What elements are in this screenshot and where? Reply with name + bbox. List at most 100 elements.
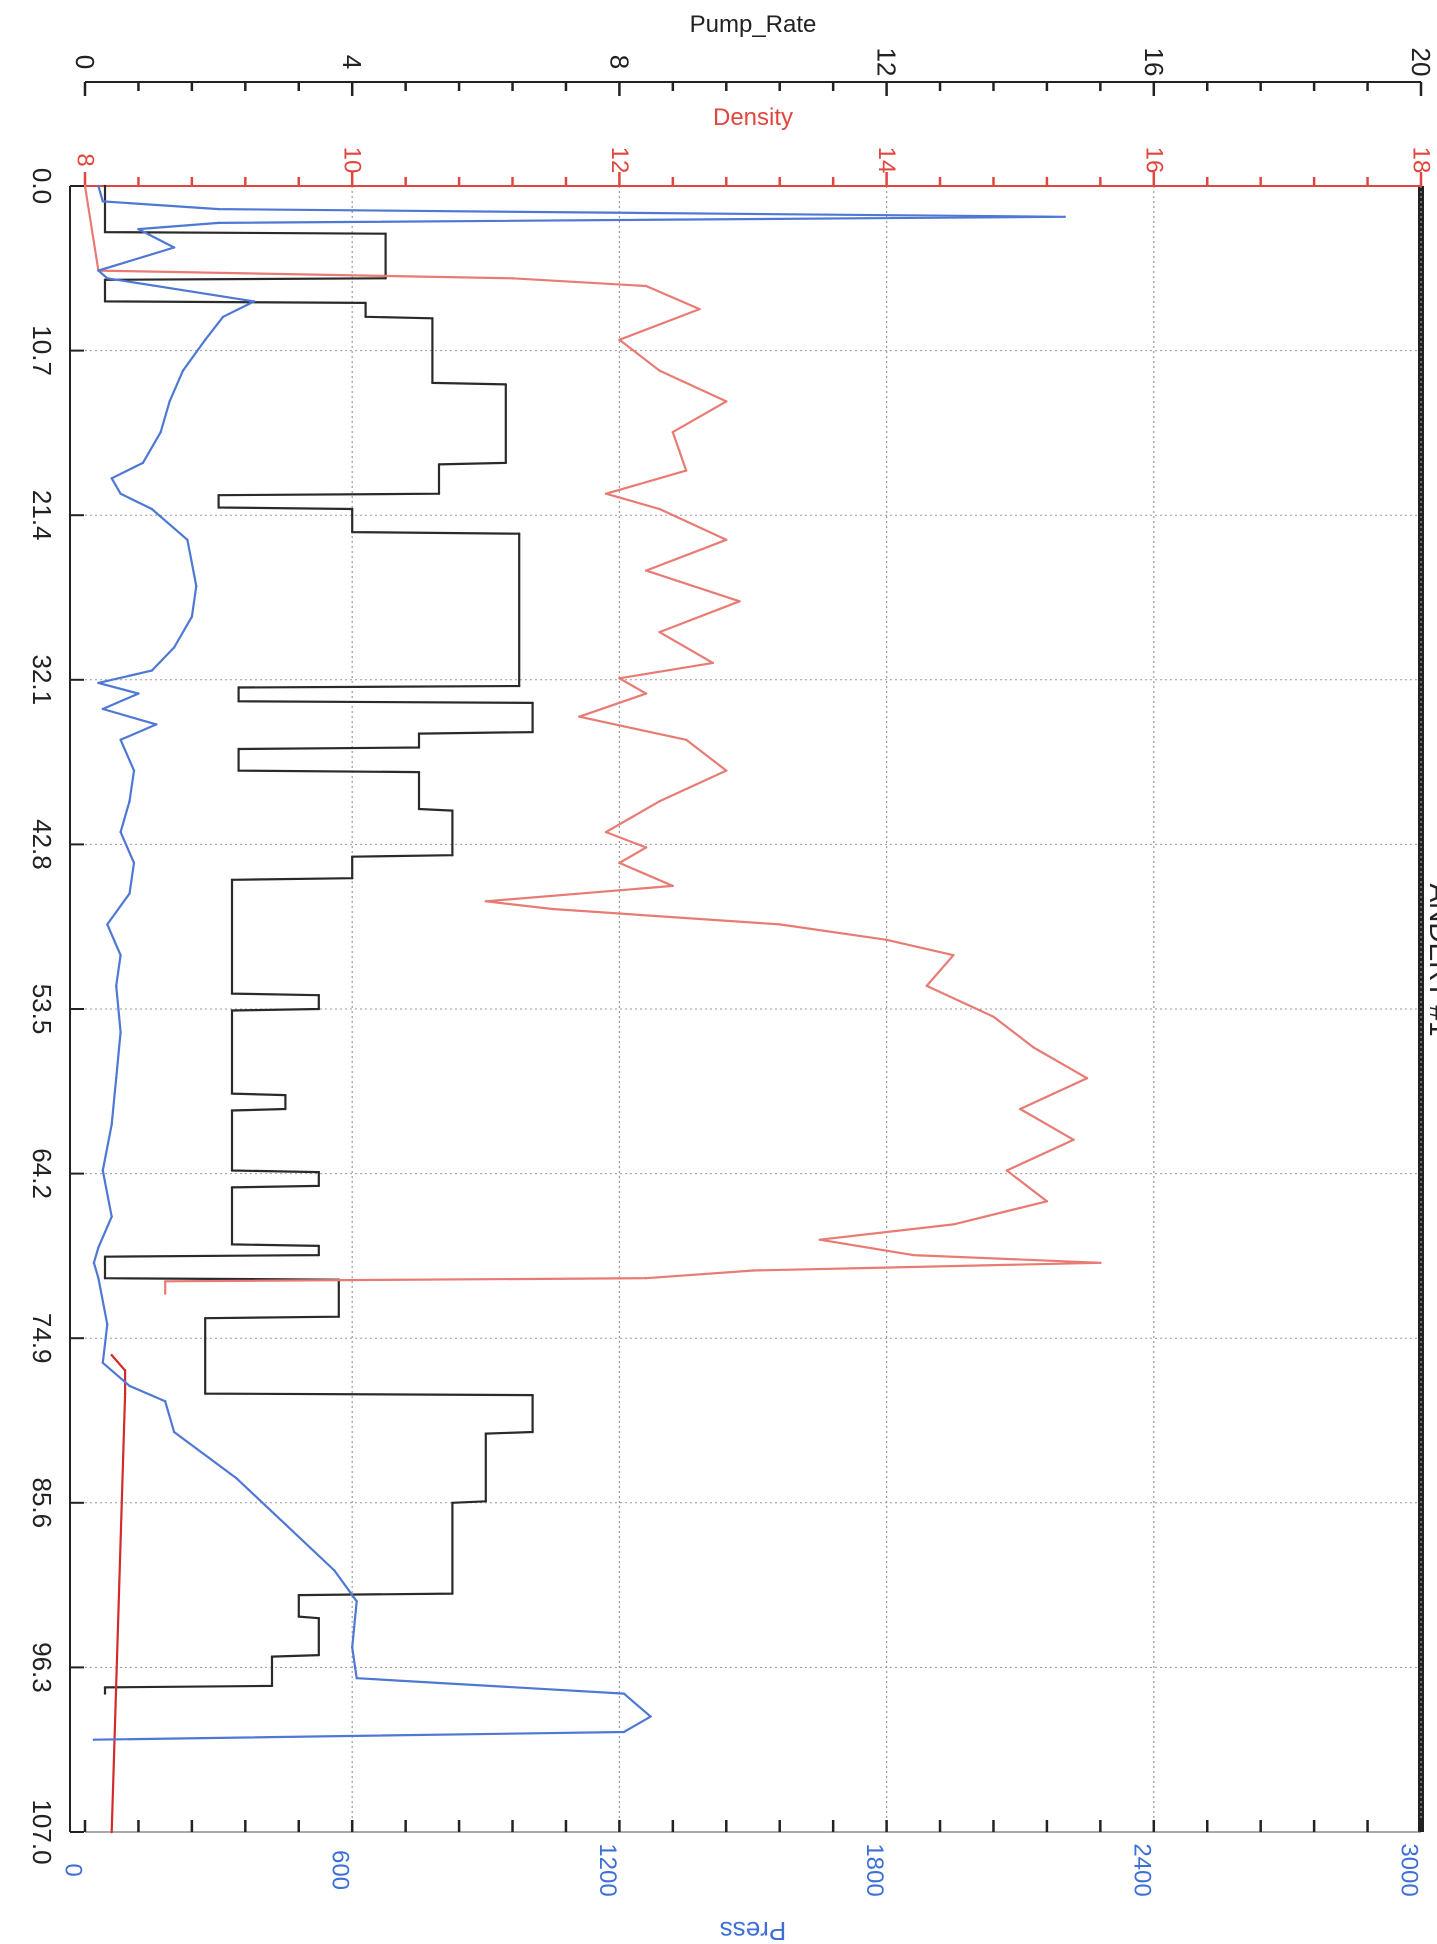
data-point-density (618, 677, 621, 680)
press-tick-label: 1200 (594, 1843, 621, 1896)
data-point-press (132, 769, 136, 772)
data-point-pump (437, 492, 441, 495)
data-point-press (119, 738, 122, 741)
data-point-density (952, 954, 955, 957)
data-point-pump (270, 1684, 274, 1688)
density-tick-label: 12 (606, 147, 633, 174)
data-point-pump (230, 1109, 234, 1112)
press-tick-label: 0 (60, 1863, 87, 1876)
data-point-pump (437, 463, 441, 466)
data-point-press (649, 1715, 652, 1718)
data-point-density (1005, 1169, 1008, 1172)
time-tick-label: 96.3 (27, 1642, 57, 1693)
data-point-density (685, 738, 688, 741)
press-axis: 0 600 1200 1800 2400 3000 Press (60, 1820, 1423, 1944)
data-point-density (885, 938, 888, 941)
data-point-pump (237, 769, 240, 772)
data-point-pump (451, 1592, 454, 1595)
data-point-press (221, 315, 225, 318)
data-point-pump (230, 1186, 234, 1189)
data-point-pump (103, 230, 107, 234)
data-point-pump (531, 1393, 534, 1397)
density-axis: 8 10 12 14 16 18 Density (72, 104, 1435, 187)
data-point-press (150, 669, 153, 672)
data-point-press (204, 338, 207, 341)
data-point-density (511, 277, 514, 280)
data-point-press (101, 200, 105, 203)
data-point-pump (531, 730, 534, 734)
data-point-density (725, 400, 728, 403)
data-point-pump (451, 1501, 454, 1505)
data-point-press (101, 1169, 105, 1172)
data-point-pump (317, 1170, 320, 1174)
data-point-density (738, 600, 741, 603)
data-point-pump (317, 1184, 320, 1188)
series-line-density-2 (110, 1354, 127, 1833)
data-point-density (110, 1830, 113, 1834)
data-point-press (333, 1569, 336, 1572)
data-point-press (110, 1123, 113, 1126)
data-point-press (164, 1400, 167, 1403)
data-point-pump (284, 1093, 287, 1097)
data-point-density (952, 1223, 955, 1226)
data-point-density (164, 1292, 167, 1295)
data-point-density (698, 307, 701, 311)
data-point-pump (351, 507, 354, 511)
data-point-press (195, 584, 198, 588)
data-point-press (101, 1361, 105, 1365)
data-point-press (128, 1384, 131, 1388)
data-point-press (132, 861, 136, 865)
data-point-pump (317, 1617, 320, 1620)
data-point-density (658, 369, 661, 372)
data-point-pump (230, 992, 234, 995)
data-point-pump (451, 809, 454, 812)
data-point-pump (337, 1315, 340, 1318)
data-point-density (658, 800, 661, 803)
time-tick-label: 85.6 (27, 1477, 57, 1528)
data-point-press (128, 892, 131, 895)
data-point-pump (217, 506, 220, 509)
data-point-density (644, 284, 648, 288)
data-point-press (119, 492, 122, 495)
time-tick-label: 74.9 (27, 1313, 57, 1364)
data-point-press (172, 646, 176, 649)
time-tick-label: 0.0 (27, 168, 57, 204)
data-point-density (671, 884, 674, 888)
data-point-density (778, 923, 781, 926)
data-point-pump (364, 301, 367, 305)
data-point-density (992, 1015, 995, 1018)
data-point-press (1063, 215, 1066, 218)
data-point-press (115, 1077, 118, 1080)
data-point-density (818, 1238, 821, 1241)
data-point-pump (103, 184, 107, 188)
pump-rate-axis: 0 4 8 12 16 20 Pump_Rate (70, 11, 1436, 96)
data-point-pump (317, 1007, 320, 1011)
data-point-pump (230, 1243, 234, 1246)
data-point-press (181, 369, 185, 372)
data-point-press (137, 227, 140, 231)
data-point-press (159, 430, 162, 434)
data-point-density (110, 1353, 113, 1357)
data-point-pump (364, 315, 367, 318)
data-point-pump (317, 1253, 320, 1257)
data-point-density (725, 769, 728, 772)
pump-rate-tick-label: 12 (872, 48, 902, 77)
data-point-pump (297, 1615, 300, 1618)
data-point-press (119, 954, 122, 957)
data-point-density (164, 1280, 167, 1283)
data-point-pump (484, 1500, 487, 1503)
data-point-pump (217, 494, 220, 497)
gridlines (85, 186, 1422, 1832)
data-point-pump (504, 461, 507, 465)
data-point-press (106, 277, 109, 280)
time-tick-label: 32.1 (27, 654, 57, 705)
density-tick-label: 18 (1408, 147, 1435, 174)
data-point-pump (230, 1169, 234, 1172)
data-point-density (618, 338, 621, 341)
data-point-density (618, 861, 621, 865)
data-point-pump (417, 746, 421, 749)
data-point-pump (103, 1692, 107, 1695)
data-point-pump (384, 232, 387, 235)
data-point-press (106, 923, 109, 926)
data-point-density (1085, 1077, 1089, 1080)
